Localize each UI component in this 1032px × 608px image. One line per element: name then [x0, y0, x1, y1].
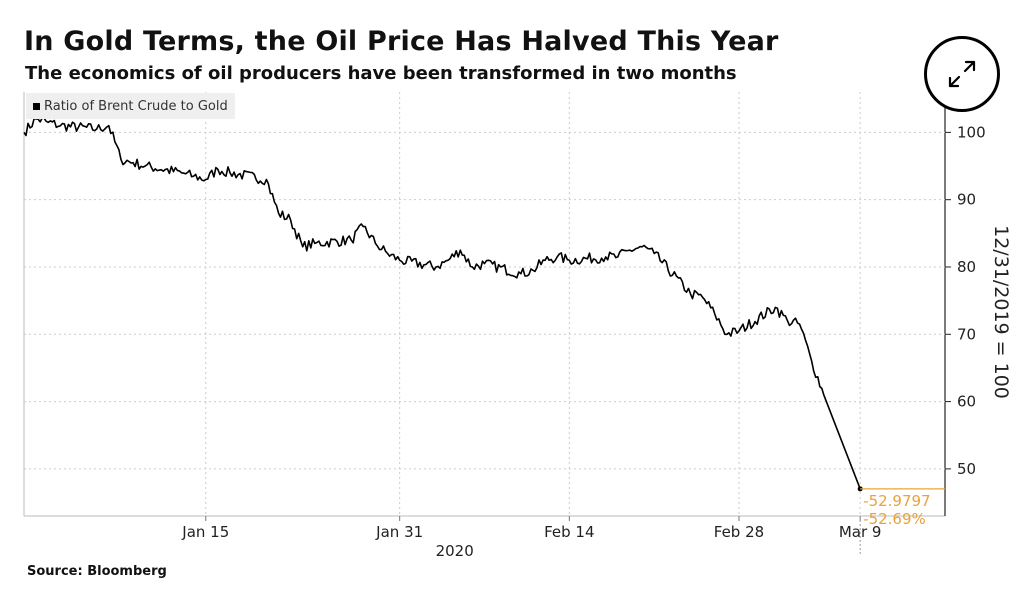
y-tick-label: 70 — [957, 325, 976, 343]
last-value-label: -52.9797 — [863, 492, 930, 510]
x-tick-label: Jan 31 — [375, 523, 423, 541]
y-tick-label: 50 — [957, 460, 976, 478]
x-tick-label: Feb 28 — [714, 523, 764, 541]
x-tick-label: Feb 14 — [544, 523, 594, 541]
y-tick-label: 60 — [957, 393, 976, 411]
y-tick-label: 80 — [957, 258, 976, 276]
last-change-label: -52.69% — [863, 510, 926, 528]
expand-button[interactable] — [924, 36, 1000, 112]
x-year-label: 2020 — [436, 542, 474, 560]
chart-title: In Gold Terms, the Oil Price Has Halved … — [24, 26, 779, 57]
series-line-brent-gold-ratio — [23, 117, 861, 490]
chart-subtitle: The economics of oil producers have been… — [25, 63, 737, 84]
legend-swatch — [33, 102, 40, 110]
chart-legend: Ratio of Brent Crude to Gold — [26, 93, 235, 119]
expand-arrows-icon — [948, 60, 976, 88]
legend-label: Ratio of Brent Crude to Gold — [44, 98, 228, 114]
y-tick-label: 90 — [957, 191, 976, 209]
y-axis-label: 12/31/2019 = 100 — [990, 225, 1012, 399]
x-tick-label: Jan 15 — [181, 523, 229, 541]
y-tick-label: 100 — [957, 123, 986, 141]
source-note: Source: Bloomberg — [27, 564, 167, 579]
